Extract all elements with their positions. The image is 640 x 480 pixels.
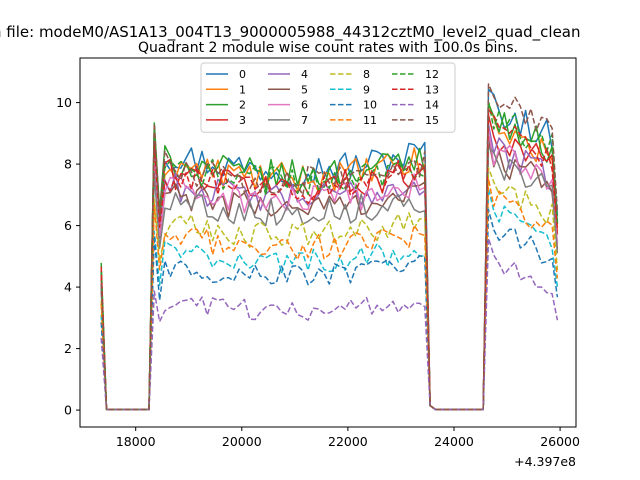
series-line-14 [100,237,559,411]
legend-label-15: 15 [425,114,439,127]
x-tick-label: 24000 [434,434,474,449]
x-tick-label: 20000 [222,434,262,449]
x-offset-label: +4.397e8 [514,454,576,469]
legend-label-3: 3 [239,114,246,127]
series-line-8 [100,167,559,411]
x-tick-label: 26000 [540,434,580,449]
legend-label-7: 7 [301,114,308,127]
legend-label-9: 9 [363,83,370,96]
plot-frame [79,57,577,428]
x-tick-label: 18000 [116,434,156,449]
figure-suptitle: n file: modeM0/AS1A13_004T13_9000005988_… [0,23,581,42]
x-axis: 18000 20000 22000 24000 26000 [116,427,580,449]
legend-label-12: 12 [425,68,439,81]
legend-label-5: 5 [301,83,308,96]
series-line-15 [100,83,559,411]
legend-label-0: 0 [239,68,246,81]
legend-label-13: 13 [425,83,439,96]
legend-label-8: 8 [363,68,370,81]
legend-label-6: 6 [301,99,308,112]
legend-label-2: 2 [239,99,246,112]
legend-label-10: 10 [363,99,377,112]
legend-label-4: 4 [301,68,308,81]
legend-label-1: 1 [239,83,246,96]
y-tick-label: 10 [56,95,72,110]
y-tick-label: 8 [64,157,72,172]
legend-label-11: 11 [363,114,377,127]
y-tick-label: 4 [64,280,72,295]
y-axis: 0 2 4 6 8 10 [56,95,80,418]
y-tick-label: 2 [64,341,72,356]
series-layer [100,83,559,411]
y-tick-label: 6 [64,218,72,233]
y-tick-label: 0 [64,403,72,418]
legend-box [200,62,456,133]
chart-title: Quadrant 2 module wise count rates with … [138,40,518,56]
x-tick-label: 22000 [328,434,368,449]
legend-label-14: 14 [425,99,439,112]
